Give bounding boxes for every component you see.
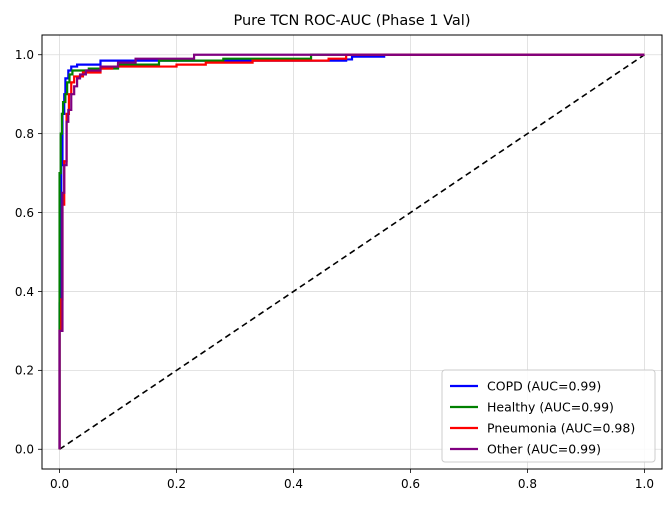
chance-diagonal-line (59, 54, 645, 450)
x-tick-label: 0.8 (518, 477, 537, 491)
series-line-copd (58, 53, 645, 450)
plot-frame (41, 34, 663, 470)
x-tick-label: 0.6 (401, 477, 420, 491)
legend-label-other: Other (AUC=0.99) (487, 442, 601, 457)
y-tick-label: 0.4 (15, 285, 34, 299)
series-line-other (58, 53, 645, 450)
series-layer (58, 53, 645, 450)
y-axis: 0.0 0.2 0.4 0.6 0.8 1.0 (15, 48, 42, 457)
legend: COPD (AUC=0.99) Healthy (AUC=0.99) Pneumon… (441, 369, 656, 463)
chart-title: Pure TCN ROC-AUC (Phase 1 Val) (234, 13, 471, 29)
y-tick-label: 0.0 (15, 443, 34, 457)
x-tick-label: 0.0 (50, 477, 69, 491)
grid (42, 35, 662, 469)
legend-label-copd: COPD (AUC=0.99) (487, 379, 601, 394)
series-line-healthy (58, 53, 645, 450)
y-tick-label: 1.0 (15, 48, 34, 62)
x-tick-label: 0.4 (284, 477, 303, 491)
legend-label-healthy: Healthy (AUC=0.99) (487, 400, 614, 415)
legend-label-pneumonia: Pneumonia (AUC=0.98) (487, 421, 635, 436)
y-tick-label: 0.8 (15, 127, 34, 141)
legend-box (441, 369, 656, 463)
reference-line-layer (59, 54, 645, 450)
x-tick-label: 1.0 (635, 477, 654, 491)
y-tick-label: 0.6 (15, 206, 34, 220)
x-axis: 0.0 0.2 0.4 0.6 0.8 1.0 (50, 469, 654, 491)
x-tick-label: 0.2 (167, 477, 186, 491)
y-tick-label: 0.2 (15, 364, 34, 378)
